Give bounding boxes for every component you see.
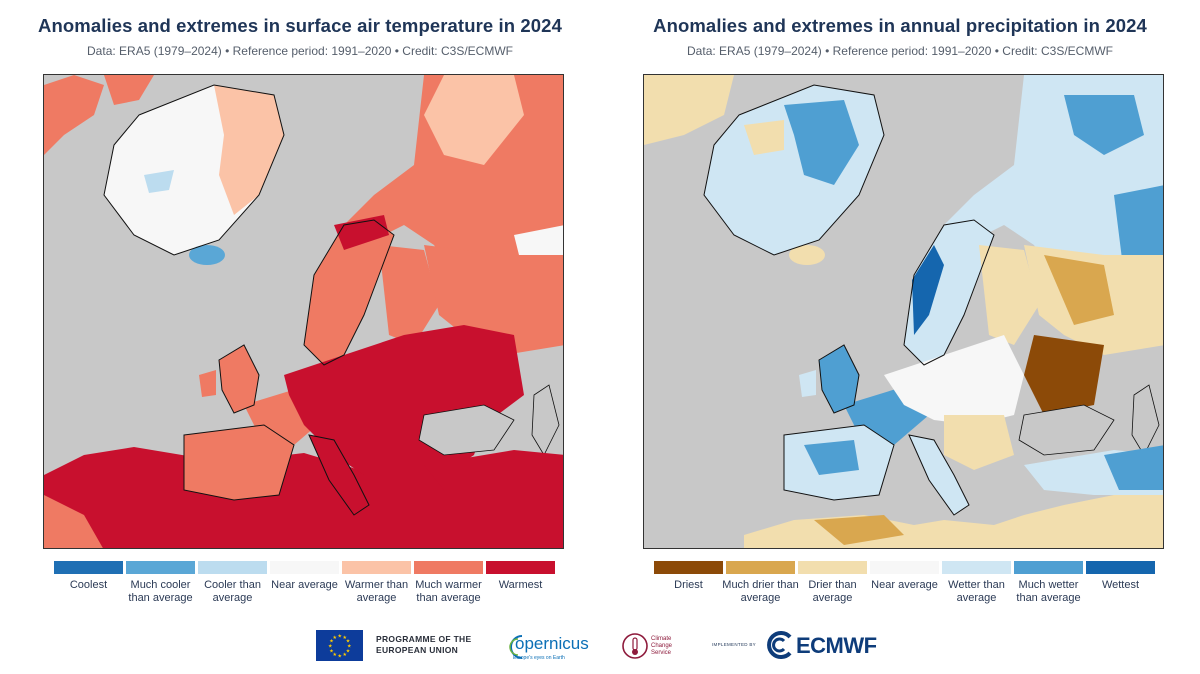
- legend-label: Wetter than average: [948, 579, 1005, 604]
- legend-label: Much drier than average: [722, 579, 799, 604]
- legend-swatch: [342, 561, 411, 574]
- svg-text:★: ★: [343, 652, 348, 658]
- climate-change-service-logo-icon: [620, 630, 650, 662]
- legend-label: Near average: [271, 579, 338, 591]
- legend-swatch: [486, 561, 555, 574]
- legend-item: Cooler than average: [197, 561, 267, 611]
- legend-label: Much cooler than average: [128, 579, 193, 604]
- legend-item: Much drier than average: [722, 561, 799, 611]
- precipitation-map-graphic: [644, 75, 1163, 548]
- svg-text:★: ★: [338, 634, 343, 640]
- svg-text:★: ★: [346, 648, 351, 654]
- legend-label: Cooler than average: [204, 579, 261, 604]
- legend-swatch: [870, 561, 939, 574]
- implemented-by-text: IMPLEMENTED BY: [712, 642, 756, 647]
- legend-item: Warmest: [485, 561, 555, 611]
- legend-swatch: [198, 561, 267, 574]
- legend-item: Wetter than average: [941, 561, 1011, 611]
- legend-item: Driest: [653, 561, 723, 611]
- legend-item: Much wetter than average: [1013, 561, 1083, 611]
- ecmwf-wordmark: ECMWF: [796, 633, 877, 658]
- legend-item: Coolest: [53, 561, 123, 611]
- precipitation-panel: Anomalies and extremes in annual precipi…: [600, 0, 1200, 615]
- legend-label: Driest: [674, 579, 703, 591]
- legend-label: Much warmer than average: [415, 579, 482, 604]
- legend-item: Drier than average: [797, 561, 867, 611]
- temperature-subtitle: Data: ERA5 (1979–2024) • Reference perio…: [87, 44, 513, 58]
- svg-text:★: ★: [346, 639, 351, 645]
- temperature-title: Anomalies and extremes in surface air te…: [38, 15, 562, 36]
- precipitation-legend: Driest Much drier than average Drier tha…: [653, 561, 1155, 611]
- legend-swatch: [270, 561, 339, 574]
- ecmwf-logo-icon: [766, 631, 794, 659]
- eu-flag-icon: ★ ★ ★ ★ ★ ★ ★ ★ ★ ★ ★ ★: [316, 630, 363, 661]
- legend-swatch: [414, 561, 483, 574]
- footer-logos: ★ ★ ★ ★ ★ ★ ★ ★ ★ ★ ★ ★ PROGRAMME OF THE…: [0, 622, 1200, 670]
- precipitation-title: Anomalies and extremes in annual precipi…: [653, 15, 1147, 36]
- legend-item: Much warmer than average: [413, 561, 483, 611]
- legend-label: Warmest: [498, 579, 543, 591]
- legend-item: Near average: [869, 561, 939, 611]
- legend-swatch: [798, 561, 867, 574]
- legend-swatch: [126, 561, 195, 574]
- copernicus-wordmark: opernicus: [515, 634, 589, 653]
- svg-text:★: ★: [329, 639, 334, 645]
- legend-item: Warmer than average: [341, 561, 411, 611]
- svg-text:★: ★: [333, 652, 338, 658]
- svg-text:★: ★: [347, 644, 352, 650]
- temperature-panel: Anomalies and extremes in surface air te…: [0, 0, 600, 615]
- legend-swatch: [942, 561, 1011, 574]
- legend-label: Coolest: [69, 579, 108, 591]
- legend-swatch: [726, 561, 795, 574]
- eu-programme-text: PROGRAMME OF THE EUROPEAN UNION: [376, 634, 472, 655]
- legend-swatch: [54, 561, 123, 574]
- temperature-map-graphic: [44, 75, 563, 548]
- copernicus-logo-icon: [504, 630, 596, 664]
- temperature-legend: Coolest Much cooler than average Cooler …: [53, 561, 555, 611]
- svg-text:★: ★: [329, 648, 334, 654]
- copernicus-tagline: Europe's eyes on Earth: [513, 655, 565, 661]
- precipitation-subtitle: Data: ERA5 (1979–2024) • Reference perio…: [687, 44, 1113, 58]
- svg-text:★: ★: [328, 644, 333, 650]
- legend-label: Wettest: [1101, 579, 1140, 591]
- legend-swatch: [1014, 561, 1083, 574]
- legend-swatch: [654, 561, 723, 574]
- legend-label: Drier than average: [808, 579, 857, 604]
- legend-label: Warmer than average: [344, 579, 409, 604]
- svg-text:★: ★: [343, 635, 348, 641]
- legend-label: Much wetter than average: [1016, 579, 1081, 604]
- legend-item: Wettest: [1085, 561, 1155, 611]
- svg-text:★: ★: [338, 653, 343, 659]
- legend-item: Much cooler than average: [125, 561, 195, 611]
- svg-text:★: ★: [333, 635, 338, 641]
- legend-label: Near average: [871, 579, 938, 591]
- legend-item: Near average: [269, 561, 339, 611]
- precipitation-map: [643, 74, 1164, 549]
- temperature-map: [43, 74, 564, 549]
- climate-change-service-text: Climate Change Service: [651, 636, 673, 656]
- legend-swatch: [1086, 561, 1155, 574]
